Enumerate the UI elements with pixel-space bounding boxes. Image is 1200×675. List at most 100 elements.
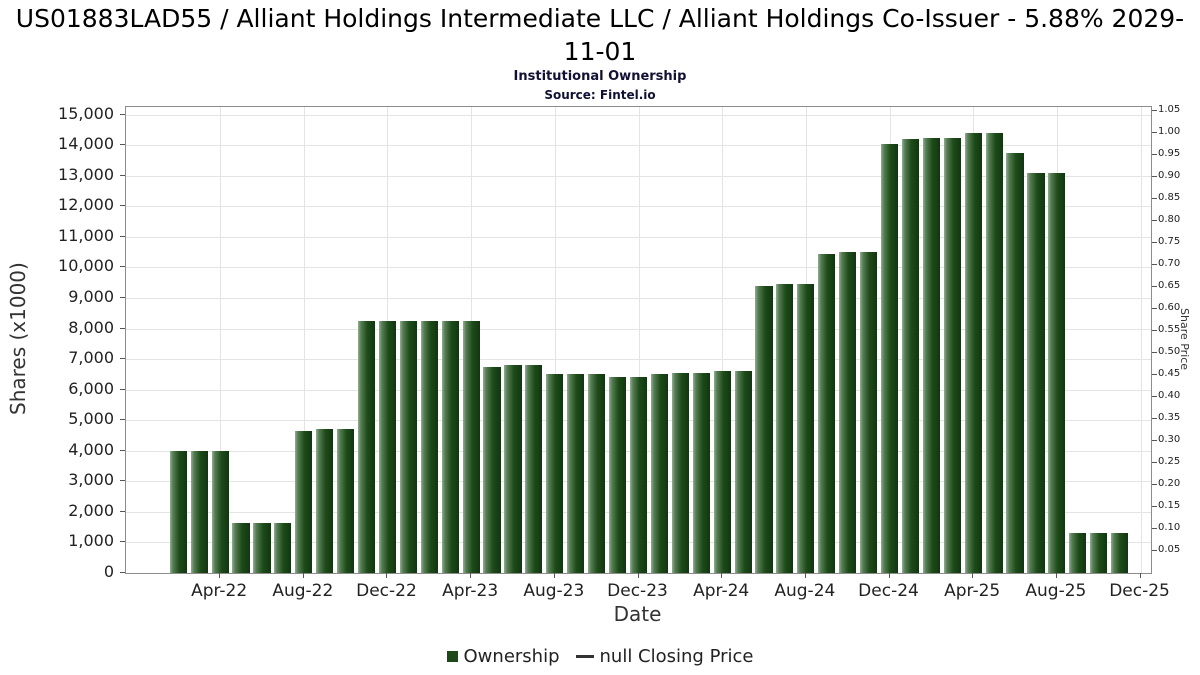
x-gridline [638, 107, 640, 573]
ownership-bar [504, 365, 522, 573]
y-axis-tick-mark [120, 327, 125, 329]
right-axis-tick-mark [1152, 439, 1157, 441]
x-axis-tick-mark [1139, 573, 1141, 578]
right-axis-tick-label: 0.70 [1158, 257, 1181, 269]
x-axis-tick-label: Apr-22 [191, 581, 248, 601]
y-axis-tick-label: 11,000 [58, 225, 114, 245]
y-axis-tick-mark [120, 449, 125, 451]
right-axis-tick-mark [1152, 417, 1157, 419]
ownership-bar [420, 320, 438, 573]
ownership-bar [609, 377, 627, 573]
ownership-bar [525, 365, 543, 573]
right-axis-tick-label: 0.75 [1158, 235, 1181, 247]
x-axis-tick-mark [302, 573, 304, 578]
x-axis-tick-label: Dec-24 [858, 581, 919, 601]
ownership-bar [1090, 533, 1108, 573]
ownership-bar [713, 371, 731, 573]
ownership-bar [441, 320, 459, 573]
y-axis-tick-label: 8,000 [68, 317, 114, 337]
ownership-bar [295, 430, 313, 573]
right-axis-tick-mark [1152, 527, 1157, 529]
x-axis-tick-mark [888, 573, 890, 578]
legend-item-ownership[interactable]: Ownership [446, 646, 560, 667]
right-axis-tick-mark [1152, 285, 1157, 287]
x-axis-tick-mark [386, 573, 388, 578]
right-axis-tick-label: 1.00 [1158, 125, 1181, 137]
y-axis-tick-mark [120, 113, 125, 115]
x-axis-tick-mark [470, 573, 472, 578]
y-axis-title-right: Share Price [1178, 307, 1191, 371]
x-gridline [303, 107, 305, 573]
right-axis-tick-label: 0.85 [1158, 191, 1181, 203]
ownership-bar [818, 253, 836, 573]
ownership-bar [1069, 533, 1087, 573]
right-axis-tick-mark [1152, 109, 1157, 111]
x-axis-tick-mark [721, 573, 723, 578]
ownership-bar [588, 374, 606, 573]
right-axis-tick-label: 0.05 [1158, 543, 1181, 555]
x-axis-tick-label: Dec-23 [607, 581, 668, 601]
right-axis-tick-mark [1152, 263, 1157, 265]
right-axis-tick-mark [1152, 395, 1157, 397]
x-axis-tick-label: Dec-25 [1109, 581, 1170, 601]
right-axis-tick-label: 0.60 [1158, 301, 1181, 313]
ownership-bar [922, 137, 940, 573]
ownership-bar [880, 143, 899, 573]
right-axis-tick-mark [1152, 373, 1157, 375]
x-axis-tick-mark [219, 573, 221, 578]
x-gridline [1140, 107, 1142, 573]
ownership-bar [839, 252, 857, 573]
y-axis-tick-label: 4,000 [68, 439, 114, 459]
ownership-bar [316, 429, 334, 573]
ownership-bar [337, 429, 355, 573]
ownership-bar [964, 132, 982, 573]
legend-label-ownership: Ownership [463, 646, 560, 667]
chart-title: US01883LAD55 / Alliant Holdings Intermed… [15, 4, 1185, 66]
right-axis-tick-label: 0.40 [1158, 389, 1181, 401]
ownership-bar [985, 132, 1003, 573]
right-axis-tick-label: 0.45 [1158, 367, 1181, 379]
x-gridline [220, 107, 222, 573]
ownership-bar [901, 139, 919, 573]
y-axis-tick-label: 15,000 [58, 103, 114, 123]
ownership-bar [734, 371, 752, 573]
right-axis-tick-label: 0.80 [1158, 213, 1181, 225]
ownership-bar [190, 450, 208, 573]
ownership-bar [546, 374, 564, 573]
ownership-bar [462, 320, 480, 573]
ownership-bar [650, 374, 668, 573]
ownership-bar [1048, 172, 1066, 573]
ownership-bar [483, 366, 501, 573]
y-axis-tick-label: 10,000 [58, 256, 114, 276]
right-axis-tick-label: 0.10 [1158, 521, 1181, 533]
x-axis-tick-mark [972, 573, 974, 578]
x-axis-tick-mark [804, 573, 806, 578]
y-axis-tick-mark [120, 572, 125, 573]
x-axis-tick-label: Dec-22 [356, 581, 417, 601]
y-axis-tick-label: 2,000 [68, 500, 114, 520]
y-axis-tick-label: 13,000 [58, 164, 114, 184]
right-axis-tick-label: 1.05 [1158, 103, 1181, 115]
legend-label-closing-price: null Closing Price [599, 646, 754, 667]
y-axis-tick-label: 0 [103, 562, 114, 581]
x-axis-tick-mark [637, 573, 639, 578]
right-axis-tick-mark [1152, 461, 1157, 463]
legend-item-closing-price[interactable]: null Closing Price [575, 646, 754, 667]
y-axis-tick-label: 3,000 [68, 470, 114, 490]
ownership-bar [169, 450, 187, 573]
right-axis-tick-mark [1152, 153, 1157, 155]
right-axis-tick-mark [1152, 505, 1157, 507]
ownership-bar [567, 374, 585, 573]
ownership-bar [943, 137, 961, 573]
right-axis-tick-label: 0.20 [1158, 477, 1181, 489]
right-axis-tick-mark [1152, 175, 1157, 177]
chart-source-attribution: Source: Fintel.io [544, 88, 656, 102]
y-axis-tick-mark [120, 419, 125, 421]
right-axis-tick-mark [1152, 483, 1157, 485]
ownership-bar [357, 320, 376, 573]
x-axis-tick-label: Apr-23 [442, 581, 499, 601]
right-axis-tick-mark [1152, 329, 1157, 331]
y-axis-tick-mark [120, 266, 125, 268]
ownership-bar [211, 450, 229, 573]
ownership-bar [253, 522, 271, 573]
